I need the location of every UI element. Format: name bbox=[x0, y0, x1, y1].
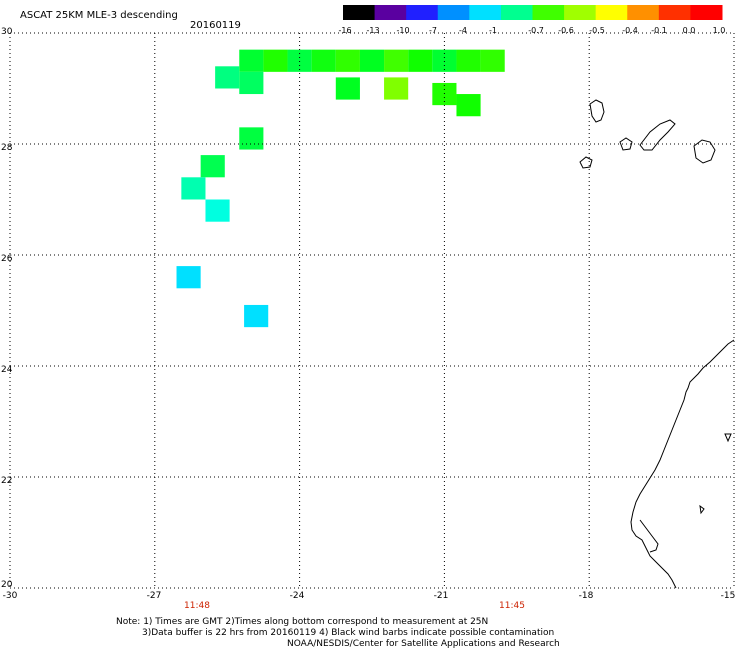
colorbar-segment bbox=[437, 5, 470, 20]
lon-label: -27 bbox=[146, 591, 162, 601]
island-gran-canaria bbox=[693, 139, 716, 164]
colorbar-label: 0.0 bbox=[682, 26, 696, 35]
colorbar-segment bbox=[343, 5, 376, 20]
colorbar-label: -4 bbox=[459, 26, 467, 35]
map-grid bbox=[9, 32, 735, 589]
wind-cell bbox=[384, 49, 409, 72]
wind-cell bbox=[176, 266, 201, 289]
wind-cells bbox=[176, 49, 505, 328]
colorbar-label: -16 bbox=[338, 26, 352, 35]
map-date: 20160119 bbox=[190, 20, 241, 31]
wind-cell bbox=[239, 71, 264, 95]
africa-coastline bbox=[630, 339, 735, 589]
colorbar-label: -1 bbox=[489, 26, 497, 35]
wind-cell bbox=[215, 66, 240, 89]
colorbar-label: 1.0 bbox=[712, 26, 726, 35]
colorbar-segment bbox=[469, 5, 502, 20]
footnote-line-2: 3)Data buffer is 22 hrs from 20160119 4)… bbox=[142, 628, 555, 638]
island-hierro bbox=[579, 156, 593, 169]
wind-cell bbox=[244, 304, 269, 328]
colorbar-segment bbox=[690, 5, 723, 20]
map-title: ASCAT 25KM MLE-3 descending bbox=[20, 10, 178, 21]
wind-cell bbox=[200, 155, 225, 178]
lon-label: -30 bbox=[2, 591, 18, 601]
lon-label: -15 bbox=[720, 591, 736, 601]
lon-label: -24 bbox=[289, 591, 305, 601]
lat-label: 26 bbox=[1, 254, 13, 264]
colorbar-label: -7 bbox=[429, 26, 437, 35]
wind-cell bbox=[263, 49, 288, 72]
colorbar-segment bbox=[564, 5, 597, 20]
colorbar-label: -0.5 bbox=[589, 26, 605, 35]
wind-cell bbox=[239, 127, 264, 150]
wind-cell bbox=[311, 49, 336, 72]
footnote-line-1: Note: 1) Times are GMT 2)Times along bot… bbox=[116, 617, 489, 627]
wind-cell bbox=[480, 49, 505, 72]
footnote-line-3: NOAA/NESDIS/Center for Satellite Applica… bbox=[287, 639, 560, 649]
colorbar-segment bbox=[500, 5, 533, 20]
colorbar-segment bbox=[658, 5, 691, 20]
colorbar-label: -10 bbox=[396, 26, 410, 35]
wind-cell bbox=[239, 49, 264, 72]
coast-mark bbox=[724, 433, 732, 443]
wind-cell bbox=[335, 49, 360, 72]
wind-cell bbox=[335, 77, 360, 100]
colorbar-segment bbox=[627, 5, 660, 20]
lon-label: -21 bbox=[433, 591, 449, 601]
wind-cell bbox=[205, 199, 230, 222]
lat-label: 30 bbox=[1, 27, 13, 37]
wind-cell bbox=[384, 77, 409, 100]
colorbar-label: -0.6 bbox=[558, 26, 574, 35]
wind-cell bbox=[181, 177, 206, 200]
colorbar-segment bbox=[595, 5, 628, 20]
cape-coastline bbox=[639, 519, 659, 553]
wind-cell bbox=[359, 49, 385, 72]
lat-label: 22 bbox=[1, 476, 13, 486]
colorbar-segment bbox=[532, 5, 565, 20]
coast-mark bbox=[699, 504, 705, 515]
lat-label: 24 bbox=[1, 365, 13, 375]
lat-label: 20 bbox=[1, 580, 13, 590]
colorbar-segment bbox=[406, 5, 439, 20]
wind-cell bbox=[456, 49, 481, 72]
island-tenerife bbox=[639, 119, 676, 151]
colorbar bbox=[343, 5, 723, 20]
island-gomera bbox=[619, 137, 633, 151]
time-label: 11:48 bbox=[184, 601, 210, 611]
colorbar-label: -13 bbox=[366, 26, 380, 35]
colorbar-label: -0.1 bbox=[651, 26, 667, 35]
colorbar-segment bbox=[374, 5, 407, 20]
wind-cell bbox=[408, 49, 433, 72]
coastlines bbox=[579, 99, 735, 589]
wind-cell bbox=[432, 82, 457, 106]
colorbar-label: -0.4 bbox=[622, 26, 638, 35]
lon-label: -18 bbox=[578, 591, 594, 601]
wind-cell bbox=[432, 49, 457, 72]
wind-cell bbox=[287, 49, 312, 72]
colorbar-label: -0.7 bbox=[528, 26, 544, 35]
lat-label: 28 bbox=[1, 143, 13, 153]
time-label: 11:45 bbox=[499, 601, 525, 611]
island-palma bbox=[589, 99, 605, 123]
wind-cell bbox=[456, 94, 481, 117]
